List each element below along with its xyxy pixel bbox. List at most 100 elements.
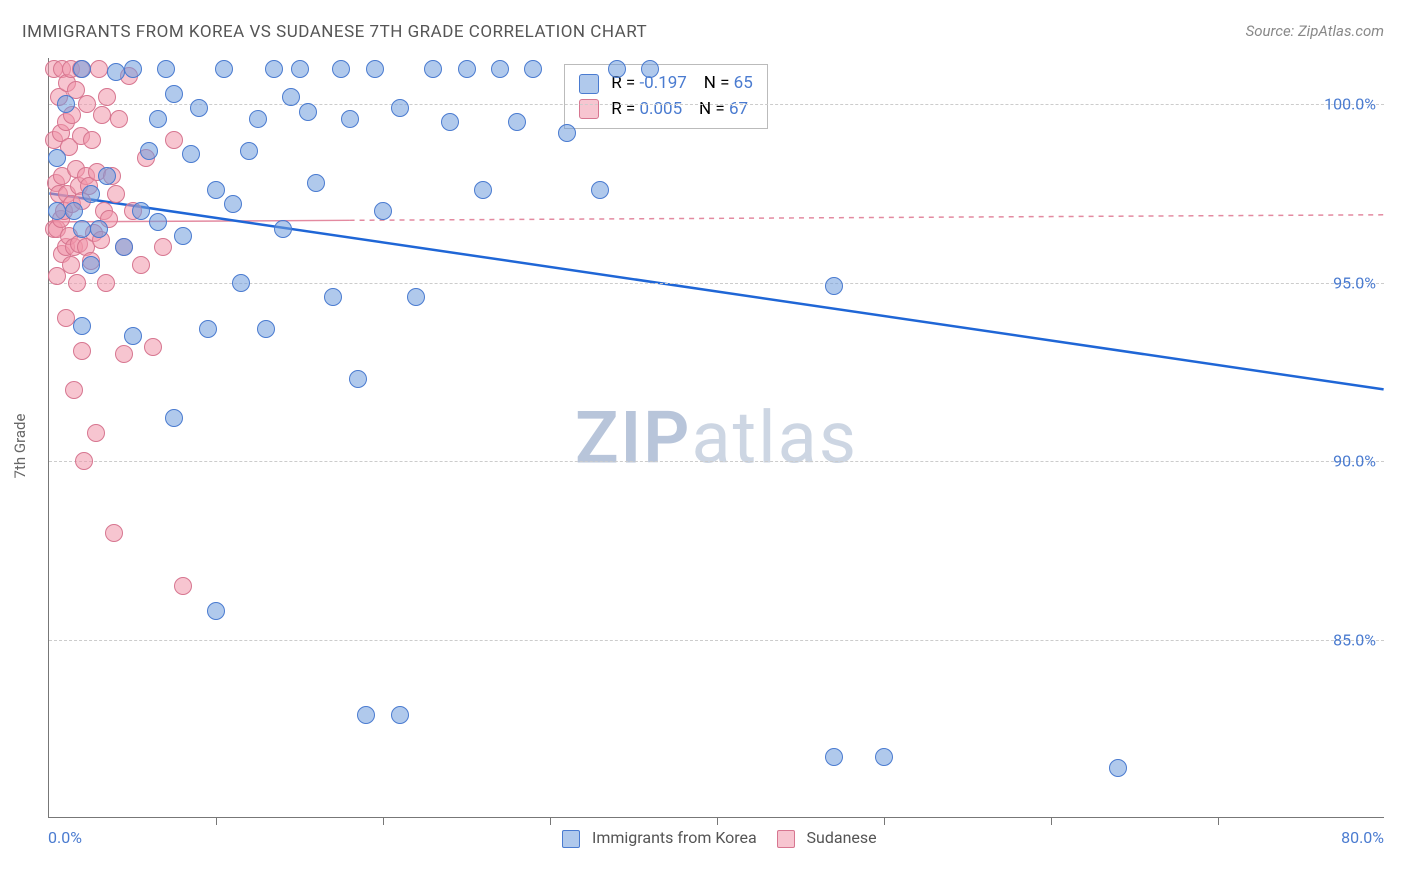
point-korea <box>215 60 233 78</box>
point-korea <box>124 60 142 78</box>
r-label: R = <box>611 99 639 119</box>
source-prefix: Source: <box>1246 22 1298 40</box>
point-korea <box>240 142 258 160</box>
x-minor-tick <box>216 817 217 825</box>
gridline-h <box>49 640 1384 641</box>
x-tick-end: 80.0% <box>1341 828 1384 847</box>
point-korea <box>349 370 367 388</box>
point-korea <box>132 202 150 220</box>
point-korea <box>207 181 225 199</box>
point-korea <box>182 145 200 163</box>
point-korea <box>90 220 108 238</box>
point-korea <box>441 113 459 131</box>
plot-area: ZIPatlas R = -0.197 N = 65 R = 0.005 N =… <box>48 58 1384 818</box>
watermark-b: atlas <box>691 395 858 480</box>
point-korea <box>825 277 843 295</box>
point-korea <box>232 274 250 292</box>
point-korea <box>157 60 175 78</box>
point-korea <box>407 288 425 306</box>
point-korea <box>341 110 359 128</box>
y-tick-label: 100.0% <box>1324 95 1376 114</box>
stats-row-sudanese: R = 0.005 N = 67 <box>579 97 753 123</box>
point-korea <box>474 181 492 199</box>
point-korea <box>140 142 158 160</box>
point-korea <box>65 202 83 220</box>
point-korea <box>558 124 576 142</box>
stats-row-korea: R = -0.197 N = 65 <box>579 71 753 97</box>
point-korea <box>357 706 375 724</box>
point-sudanese <box>154 238 172 256</box>
point-korea <box>332 60 350 78</box>
point-sudanese <box>65 381 83 399</box>
point-korea <box>524 60 542 78</box>
y-tick-label: 95.0% <box>1333 273 1376 292</box>
n-value-sudanese: 67 <box>729 99 748 119</box>
x-minor-tick <box>717 817 718 825</box>
point-korea <box>165 85 183 103</box>
point-korea <box>207 602 225 620</box>
point-sudanese <box>98 88 116 106</box>
point-sudanese <box>87 424 105 442</box>
point-korea <box>82 256 100 274</box>
point-sudanese <box>110 110 128 128</box>
series-legend: Immigrants from Korea Sudanese <box>562 828 877 848</box>
point-korea <box>82 185 100 203</box>
swatch-korea <box>562 830 580 848</box>
point-korea <box>508 113 526 131</box>
point-korea <box>265 60 283 78</box>
point-korea <box>591 181 609 199</box>
gridline-h <box>49 461 1384 462</box>
point-korea <box>307 174 325 192</box>
point-korea <box>98 167 116 185</box>
point-korea <box>875 748 893 766</box>
swatch-korea <box>579 74 599 94</box>
y-axis-label: 7th Grade <box>11 414 29 479</box>
point-sudanese <box>83 131 101 149</box>
point-korea <box>424 60 442 78</box>
point-korea <box>391 706 409 724</box>
point-korea <box>366 60 384 78</box>
point-sudanese <box>93 106 111 124</box>
point-korea <box>374 202 392 220</box>
point-sudanese <box>144 338 162 356</box>
x-minor-tick <box>1218 817 1219 825</box>
point-korea <box>641 60 659 78</box>
watermark-a: ZIP <box>575 395 691 480</box>
point-korea <box>149 213 167 231</box>
y-tick-label: 85.0% <box>1333 630 1376 649</box>
point-sudanese <box>107 185 125 203</box>
point-sudanese <box>73 342 91 360</box>
point-sudanese <box>62 256 80 274</box>
x-minor-tick <box>1051 817 1052 825</box>
swatch-sudanese <box>579 99 599 119</box>
point-korea <box>124 327 142 345</box>
source-attribution: Source: ZipAtlas.com <box>1246 22 1384 40</box>
n-label: N = <box>686 99 729 119</box>
point-korea <box>107 63 125 81</box>
x-tick-start: 0.0% <box>48 828 82 847</box>
r-value-sudanese: 0.005 <box>639 99 682 119</box>
point-korea <box>282 88 300 106</box>
point-korea <box>274 220 292 238</box>
point-korea <box>48 149 66 167</box>
point-korea <box>224 195 242 213</box>
point-sudanese <box>115 345 133 363</box>
x-minor-tick <box>383 817 384 825</box>
x-minor-tick <box>884 817 885 825</box>
point-sudanese <box>97 274 115 292</box>
point-sudanese <box>105 524 123 542</box>
point-korea <box>57 95 75 113</box>
gridline-h <box>49 104 1384 105</box>
point-korea <box>149 110 167 128</box>
point-korea <box>174 227 192 245</box>
point-korea <box>190 99 208 117</box>
swatch-sudanese <box>777 830 795 848</box>
point-korea <box>165 409 183 427</box>
point-sudanese <box>90 60 108 78</box>
point-sudanese <box>57 309 75 327</box>
n-value-korea: 65 <box>734 73 753 93</box>
point-korea <box>249 110 267 128</box>
point-korea <box>608 60 626 78</box>
point-korea <box>115 238 133 256</box>
n-label: N = <box>691 73 734 93</box>
